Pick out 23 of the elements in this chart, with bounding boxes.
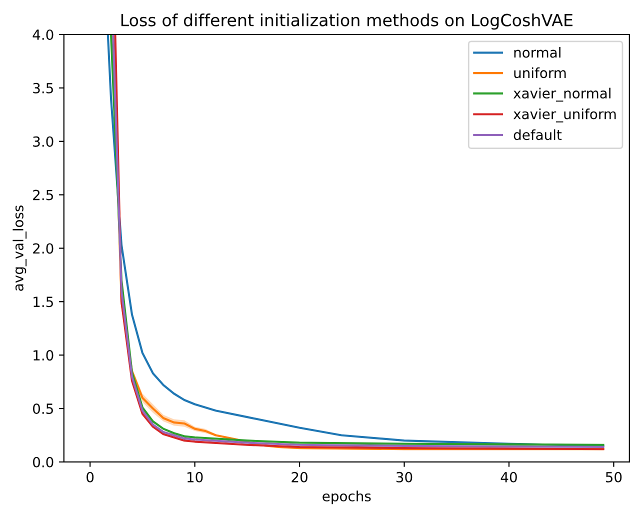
x-tick-label: 10 [187, 472, 203, 482]
y-tick-label: 4.0 [32, 29, 54, 40]
y-tick-label: 2.0 [33, 243, 54, 254]
chart-title: Loss of different initialization methods on LogCoshVAE [121, 14, 572, 30]
legend-label: xavier_uniform [513, 108, 616, 122]
legend-label: normal [514, 47, 560, 58]
y-tick-label: 2.5 [33, 190, 53, 200]
y-tick-label: 1.5 [34, 296, 53, 308]
legend-label: uniform [514, 67, 566, 78]
y-tick-label: 3.5 [33, 82, 53, 94]
legend-label: default [514, 129, 562, 140]
x-tick-label: 30 [396, 472, 412, 482]
y-tick-label: 0.0 [33, 456, 54, 468]
legend-label: xavier_normal [513, 88, 610, 102]
y-tick-label: 0.5 [33, 403, 53, 414]
x-tick-label: 0 [86, 472, 94, 482]
x-tick-label: 20 [292, 472, 308, 482]
x-axis-title: epochs [322, 490, 371, 504]
x-tick-label: 40 [500, 472, 517, 482]
y-tick-label: 1.0 [34, 350, 54, 361]
y-tick-label: 3.0 [33, 136, 54, 147]
x-tick-label: 50 [606, 472, 622, 482]
y-axis-title: avg_val_loss [12, 205, 27, 291]
